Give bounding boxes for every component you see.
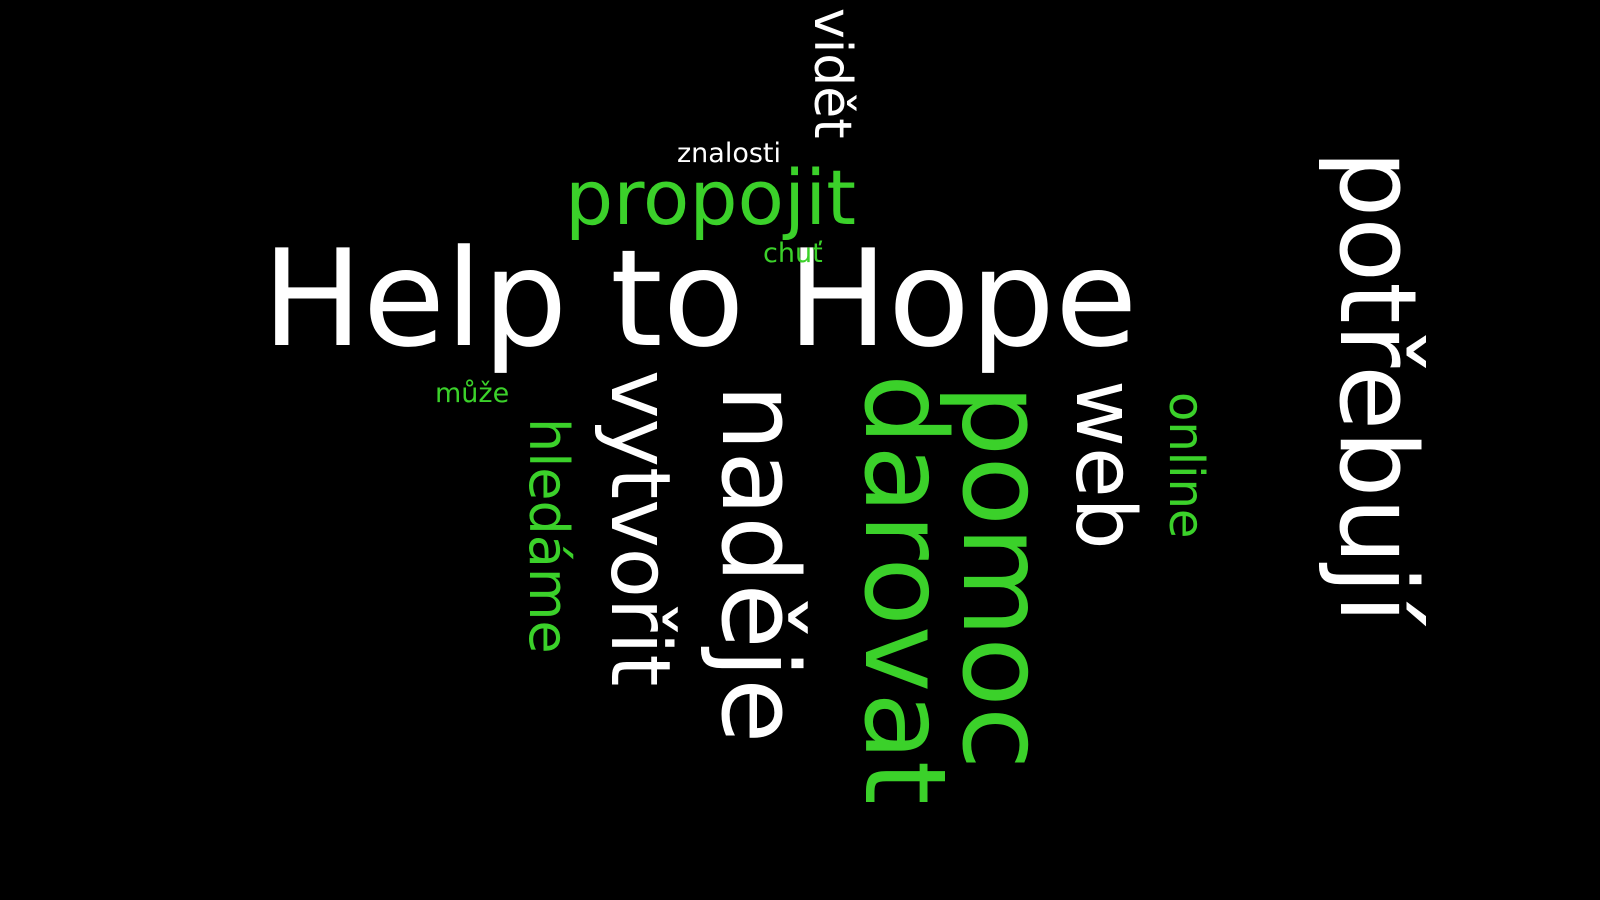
word-muze: může (435, 378, 510, 409)
word-znalosti: znalosti (677, 138, 782, 169)
word-hledame: hledáme (517, 418, 580, 654)
word-online: online (1158, 392, 1214, 539)
word-help-to-hope: Help to Hope (262, 221, 1138, 377)
word-propojit: propojit (565, 153, 857, 242)
word-pomoc: pomoc (937, 384, 1070, 770)
word-nadeje: naděje (698, 384, 821, 744)
word-vytvorit: vytvořit (592, 370, 687, 687)
word-chut: chuť (763, 238, 823, 269)
word-potrebuji: potřebují (1316, 150, 1439, 624)
word-videt: vidět (802, 8, 862, 139)
word-web: web (1057, 380, 1152, 550)
